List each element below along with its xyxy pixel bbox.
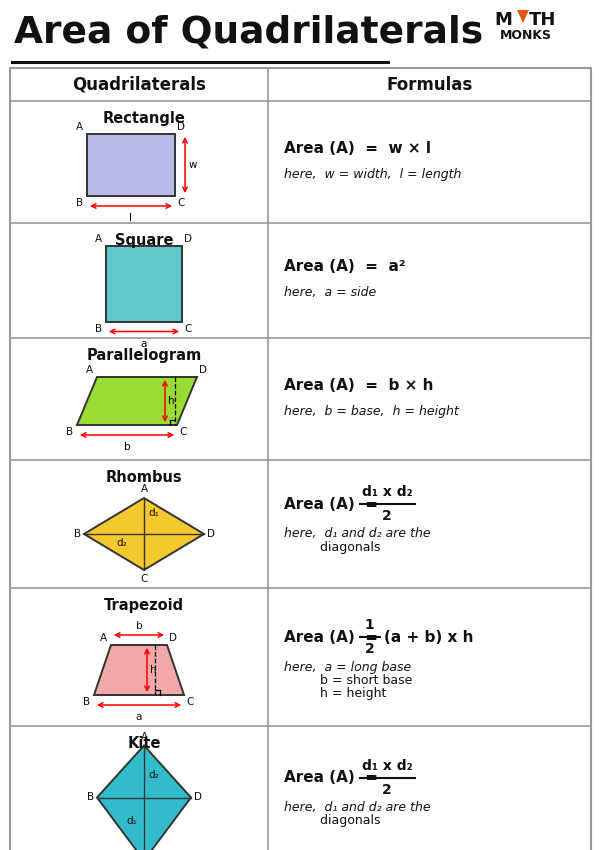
Polygon shape — [84, 498, 204, 570]
Text: h = height: h = height — [284, 687, 386, 700]
Text: a: a — [141, 338, 147, 348]
Text: d₁ x d₂: d₁ x d₂ — [362, 485, 412, 499]
Text: Area (A)  =: Area (A) = — [284, 496, 383, 512]
Text: 1: 1 — [365, 618, 374, 632]
Text: Area (A)  =: Area (A) = — [284, 630, 383, 644]
Text: B: B — [87, 792, 94, 802]
Polygon shape — [94, 645, 184, 695]
Text: B: B — [83, 697, 90, 707]
Text: a: a — [136, 712, 142, 722]
Text: h: h — [150, 665, 157, 675]
Polygon shape — [77, 377, 197, 425]
Text: C: C — [186, 697, 194, 707]
Text: Area (A)  =  a²: Area (A) = a² — [284, 259, 406, 274]
Text: Area of Quadrilaterals: Area of Quadrilaterals — [14, 14, 483, 50]
Text: D: D — [177, 122, 185, 132]
Text: A: A — [100, 633, 107, 643]
Text: d₂: d₂ — [116, 538, 127, 548]
Text: D: D — [199, 365, 207, 375]
Text: Rhombus: Rhombus — [106, 470, 182, 485]
Text: here,  d₁ and d₂ are the: here, d₁ and d₂ are the — [284, 528, 431, 541]
Text: 2: 2 — [382, 509, 392, 523]
Bar — [87, 134, 175, 196]
Text: B: B — [95, 324, 102, 333]
Text: b: b — [136, 621, 142, 631]
Text: d₂: d₂ — [148, 769, 159, 779]
Text: D: D — [169, 633, 177, 643]
Text: Parallelogram: Parallelogram — [87, 348, 201, 363]
Text: C: C — [177, 198, 185, 208]
Text: MONKS: MONKS — [500, 29, 552, 42]
Text: Area (A)  =  w × l: Area (A) = w × l — [284, 140, 431, 156]
Text: C: C — [140, 574, 148, 584]
Text: d₁ x d₂: d₁ x d₂ — [362, 758, 412, 773]
Text: diagonals: diagonals — [284, 814, 380, 827]
Text: B: B — [74, 529, 81, 539]
Text: here,  a = side: here, a = side — [284, 286, 376, 299]
Text: h: h — [168, 396, 175, 406]
Polygon shape — [517, 10, 529, 23]
Text: here,  a = long base: here, a = long base — [284, 660, 411, 673]
Text: here,  w = width,  l = length: here, w = width, l = length — [284, 167, 462, 180]
Text: (a + b) x h: (a + b) x h — [383, 630, 473, 644]
Text: b = short base: b = short base — [284, 673, 412, 687]
Text: C: C — [179, 427, 186, 437]
Text: A: A — [95, 234, 102, 243]
Text: B: B — [66, 427, 73, 437]
Text: l: l — [129, 213, 132, 223]
Text: 2: 2 — [382, 783, 392, 796]
Text: A: A — [86, 365, 93, 375]
Text: Area (A)  =  b × h: Area (A) = b × h — [284, 377, 433, 393]
Text: 2: 2 — [365, 642, 374, 656]
Text: D: D — [194, 792, 202, 802]
Polygon shape — [97, 745, 191, 850]
Text: Formulas: Formulas — [386, 76, 472, 94]
Text: D: D — [207, 529, 215, 539]
Text: A: A — [76, 122, 83, 132]
Text: Area (A)  =: Area (A) = — [284, 770, 383, 785]
Text: D: D — [184, 234, 192, 243]
Text: diagonals: diagonals — [284, 541, 380, 553]
Text: d₁: d₁ — [148, 508, 159, 518]
Text: w: w — [189, 160, 198, 170]
Text: here,  d₁ and d₂ are the: here, d₁ and d₂ are the — [284, 801, 431, 814]
Bar — [106, 246, 182, 321]
Text: C: C — [184, 324, 191, 333]
Text: here,  b = base,  h = height: here, b = base, h = height — [284, 405, 459, 417]
Text: Trapezoid: Trapezoid — [104, 598, 184, 613]
Text: Kite: Kite — [127, 736, 160, 751]
Text: M: M — [494, 11, 512, 29]
Text: TH: TH — [529, 11, 557, 29]
Text: Rectangle: Rectangle — [103, 111, 186, 126]
Text: d₁: d₁ — [126, 815, 137, 825]
Text: A: A — [141, 484, 148, 494]
Text: A: A — [141, 732, 148, 741]
Text: b: b — [124, 442, 130, 452]
Text: Square: Square — [115, 233, 173, 248]
Text: Quadrilaterals: Quadrilaterals — [72, 76, 206, 94]
Text: B: B — [76, 198, 83, 208]
